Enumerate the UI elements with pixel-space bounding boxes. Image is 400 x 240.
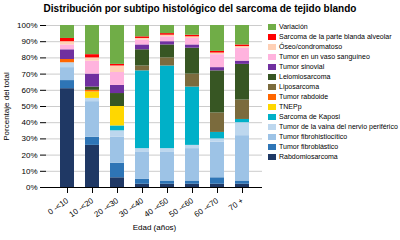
html-text:Variación: Variación — [279, 23, 308, 30]
svg-text:60 -<70: 60 -<70 — [193, 196, 221, 219]
html-text:Rabdomiosarcoma: Rabdomiosarcoma — [279, 153, 338, 160]
svg-text:Edad (años): Edad (años) — [133, 223, 177, 232]
svg-text:30 -<40: 30 -<40 — [118, 196, 146, 219]
html-text:Sarcoma de Kaposi: Sarcoma de Kaposi — [279, 113, 341, 120]
svg-text:80%: 80% — [21, 53, 37, 62]
html-text:Sarcoma de la parte blanda alv: Sarcoma de la parte blanda alveolar — [279, 33, 392, 40]
svg-text:50%: 50% — [21, 102, 37, 111]
svg-text:70 +: 70 + — [227, 196, 245, 213]
html-text:Liposarcoma: Liposarcoma — [279, 83, 320, 90]
svg-text:90%: 90% — [21, 37, 37, 46]
svg-text:50 -<60: 50 -<60 — [168, 196, 196, 219]
html-text:Tumor fibroblástico: Tumor fibroblástico — [279, 143, 339, 150]
html-text:Leiomiosarcoma: Leiomiosarcoma — [279, 73, 331, 80]
svg-text:10%: 10% — [21, 167, 37, 176]
svg-text:70%: 70% — [21, 70, 37, 79]
svg-text:60%: 60% — [21, 86, 37, 95]
svg-text:20%: 20% — [21, 151, 37, 160]
svg-text:10 -<20: 10 -<20 — [68, 196, 96, 219]
svg-text:0 -<10: 0 -<10 — [46, 196, 70, 217]
svg-text:0%: 0% — [26, 183, 38, 192]
html-text:Tumor rabdoide: Tumor rabdoide — [279, 93, 329, 100]
svg-text:40 -<50: 40 -<50 — [143, 196, 171, 219]
html-text:Óseo/condromatoso: Óseo/condromatoso — [279, 43, 342, 50]
svg-text:100%: 100% — [17, 21, 37, 30]
html-text:TNEPp: TNEPp — [279, 103, 302, 110]
html-text:Distribución por subtipo histo: Distribución por subtipo histológico del… — [43, 3, 357, 14]
svg-text:40%: 40% — [21, 118, 37, 127]
svg-text:Porcentaje del total: Porcentaje del total — [2, 72, 11, 141]
svg-text:30%: 30% — [21, 134, 37, 143]
svg-text:20 -<30: 20 -<30 — [93, 196, 121, 219]
html-text:Tumor sinovial: Tumor sinovial — [279, 63, 325, 70]
html-text:Tumor en un vaso sanguíneo: Tumor en un vaso sanguíneo — [279, 53, 370, 60]
html-text:Tumor de la vaina del nervio p: Tumor de la vaina del nervio periférico — [279, 123, 398, 130]
html-text:Tumor fibrohistiocítico: Tumor fibrohistiocítico — [279, 133, 348, 140]
